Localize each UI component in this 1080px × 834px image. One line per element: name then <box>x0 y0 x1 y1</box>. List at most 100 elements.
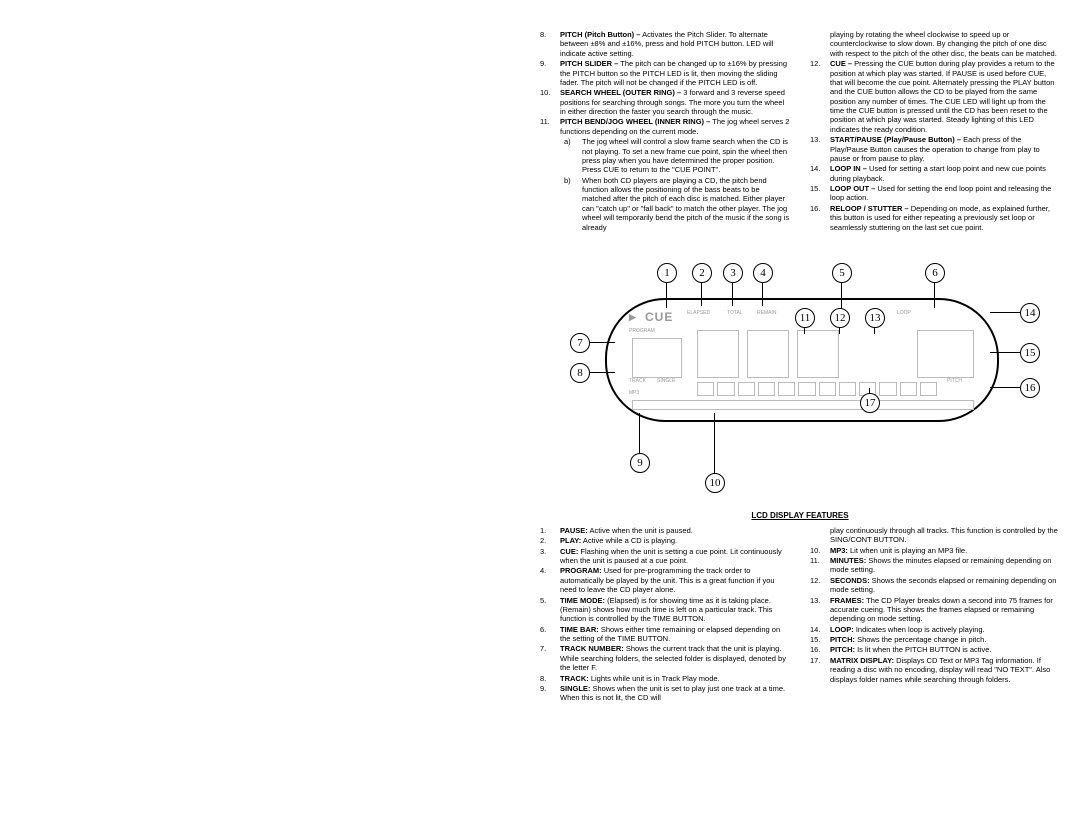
list-item: 16.PITCH: Is lit when the PITCH BUTTON i… <box>810 645 1060 654</box>
item-body: TIME MODE: (Elapsed) is for showing time… <box>560 596 790 624</box>
item-body: playing by rotating the wheel clockwise … <box>830 30 1060 58</box>
top-controls-section: 8.PITCH (Pitch Button) – Activates the P… <box>540 30 1060 233</box>
lcd-remain-text: REMAIN <box>757 310 776 316</box>
item-body: TIME BAR: Shows either time remaining or… <box>560 625 790 644</box>
item-number: 15. <box>810 184 830 203</box>
callout-9: 9 <box>630 453 650 473</box>
lcd-min-digits <box>697 330 739 378</box>
item-number: 10. <box>540 88 560 116</box>
list-item: 12.CUE – Pressing the CUE button during … <box>810 59 1060 134</box>
lcd-matrix-row <box>697 382 937 394</box>
list-item: 6.TIME BAR: Shows either time remaining … <box>540 625 790 644</box>
leader <box>990 387 1020 388</box>
lcd-mp3-text: MP3 <box>629 390 639 396</box>
item-number: 9. <box>540 684 560 703</box>
callout-16: 16 <box>1020 378 1040 398</box>
item-number: 3. <box>540 547 560 566</box>
item-body: CUE: Flashing when the unit is setting a… <box>560 547 790 566</box>
item-body: LOOP OUT – Used for setting the end loop… <box>830 184 1060 203</box>
lcd-pitch-text: PITCH <box>947 378 962 384</box>
list-item: 14.LOOP: Indicates when loop is actively… <box>810 625 1060 634</box>
item-number <box>810 30 830 58</box>
list-item: 9.PITCH SLIDER – The pitch can be change… <box>540 59 790 87</box>
item-body: START/PAUSE (Play/Pause Button) – Each p… <box>830 135 1060 163</box>
item-body: PITCH (Pitch Button) – Activates the Pit… <box>560 30 790 58</box>
item-body: MP3: Lit when unit is playing an MP3 fil… <box>830 546 1060 555</box>
item-number: 8. <box>540 30 560 58</box>
item-number: 8. <box>540 674 560 683</box>
list-item: playing by rotating the wheel clockwise … <box>810 30 1060 58</box>
callout-14: 14 <box>1020 303 1040 323</box>
list-item: 10.MP3: Lit when unit is playing an MP3 … <box>810 546 1060 555</box>
list-item: 16.RELOOP / STUTTER – Depending on mode,… <box>810 204 1060 232</box>
callout-5: 5 <box>832 263 852 283</box>
item-number: 10. <box>810 546 830 555</box>
lcd-sec-digits <box>747 330 789 378</box>
leader <box>990 312 1020 313</box>
lcd-cue-text: CUE <box>645 310 673 324</box>
item-number: 13. <box>810 596 830 624</box>
callout-11: 11 <box>795 308 815 328</box>
leader <box>762 283 763 306</box>
item-body: PITCH BEND/JOG WHEEL (INNER RING) – The … <box>560 117 790 136</box>
item-body: FRAMES: The CD Player breaks down a seco… <box>830 596 1060 624</box>
item-body: SEARCH WHEEL (OUTER RING) – 3 forward an… <box>560 88 790 116</box>
sub-item: b)When both CD players are playing a CD,… <box>540 176 790 232</box>
lcd-play-icon: ▶ <box>629 312 636 323</box>
item-body: PITCH: Shows the percentage change in pi… <box>830 635 1060 644</box>
callout-15: 15 <box>1020 343 1040 363</box>
item-body: PITCH SLIDER – The pitch can be changed … <box>560 59 790 87</box>
lcd-diagram: ▶ CUE PROGRAM ELAPSED TOTAL REMAIN TRACK… <box>540 243 1060 503</box>
callout-3: 3 <box>723 263 743 283</box>
list-item: 12.SECONDS: Shows the seconds elapsed or… <box>810 576 1060 595</box>
item-body: PITCH: Is lit when the PITCH BUTTON is a… <box>830 645 1060 654</box>
lcd-elapsed-text: ELAPSED <box>687 310 710 316</box>
callout-12: 12 <box>830 308 850 328</box>
item-number: 16. <box>810 645 830 654</box>
item-body: MATRIX DISPLAY: Displays CD Text or MP3 … <box>830 656 1060 684</box>
item-number: 11. <box>810 556 830 575</box>
callout-7: 7 <box>570 333 590 353</box>
item-number: 14. <box>810 164 830 183</box>
sub-item: a)The jog wheel will control a slow fram… <box>540 137 790 175</box>
list-item: 15.PITCH: Shows the percentage change in… <box>810 635 1060 644</box>
leader <box>590 372 615 373</box>
item-body: MINUTES: Shows the minutes elapsed or re… <box>830 556 1060 575</box>
list-item: 14.LOOP IN – Used for setting a start lo… <box>810 164 1060 183</box>
list-item: 13.FRAMES: The CD Player breaks down a s… <box>810 596 1060 624</box>
callout-1: 1 <box>657 263 677 283</box>
item-body: CUE – Pressing the CUE button during pla… <box>830 59 1060 134</box>
list-item: 11.PITCH BEND/JOG WHEEL (INNER RING) – T… <box>540 117 790 136</box>
lcd-frame-digits <box>797 330 839 378</box>
list-item: 8.PITCH (Pitch Button) – Activates the P… <box>540 30 790 58</box>
list-item: 10.SEARCH WHEEL (OUTER RING) – 3 forward… <box>540 88 790 116</box>
item-body: TRACK: Lights while unit is in Track Pla… <box>560 674 790 683</box>
item-body: LOOP IN – Used for setting a start loop … <box>830 164 1060 183</box>
leader <box>714 413 715 473</box>
list-item: 4.PROGRAM: Used for pre-programming the … <box>540 566 790 594</box>
item-body: LOOP: Indicates when loop is actively pl… <box>830 625 1060 634</box>
lcd-total-text: TOTAL <box>727 310 743 316</box>
item-body: RELOOP / STUTTER – Depending on mode, as… <box>830 204 1060 232</box>
callout-13: 13 <box>865 308 885 328</box>
item-number <box>810 526 830 545</box>
list-item: 17.MATRIX DISPLAY: Displays CD Text or M… <box>810 656 1060 684</box>
list-item: 15.LOOP OUT – Used for setting the end l… <box>810 184 1060 203</box>
leader <box>874 328 875 334</box>
item-number: 1. <box>540 526 560 535</box>
callout-2: 2 <box>692 263 712 283</box>
list-item: play continuously through all tracks. Th… <box>810 526 1060 545</box>
lcd-section-title: LCD DISPLAY FEATURES <box>540 511 1060 520</box>
item-number: 2. <box>540 536 560 545</box>
list-item: 5.TIME MODE: (Elapsed) is for showing ti… <box>540 596 790 624</box>
lcd-right-column: play continuously through all tracks. Th… <box>810 526 1060 704</box>
leader <box>990 352 1020 353</box>
leader <box>934 283 935 308</box>
lcd-single-text: SINGLE <box>657 378 675 384</box>
list-item: 11.MINUTES: Shows the minutes elapsed or… <box>810 556 1060 575</box>
item-body: SECONDS: Shows the seconds elapsed or re… <box>830 576 1060 595</box>
list-item: 13.START/PAUSE (Play/Pause Button) – Eac… <box>810 135 1060 163</box>
lcd-program-text: PROGRAM <box>629 328 655 334</box>
item-number: 14. <box>810 625 830 634</box>
item-body: PAUSE: Active when the unit is paused. <box>560 526 790 535</box>
